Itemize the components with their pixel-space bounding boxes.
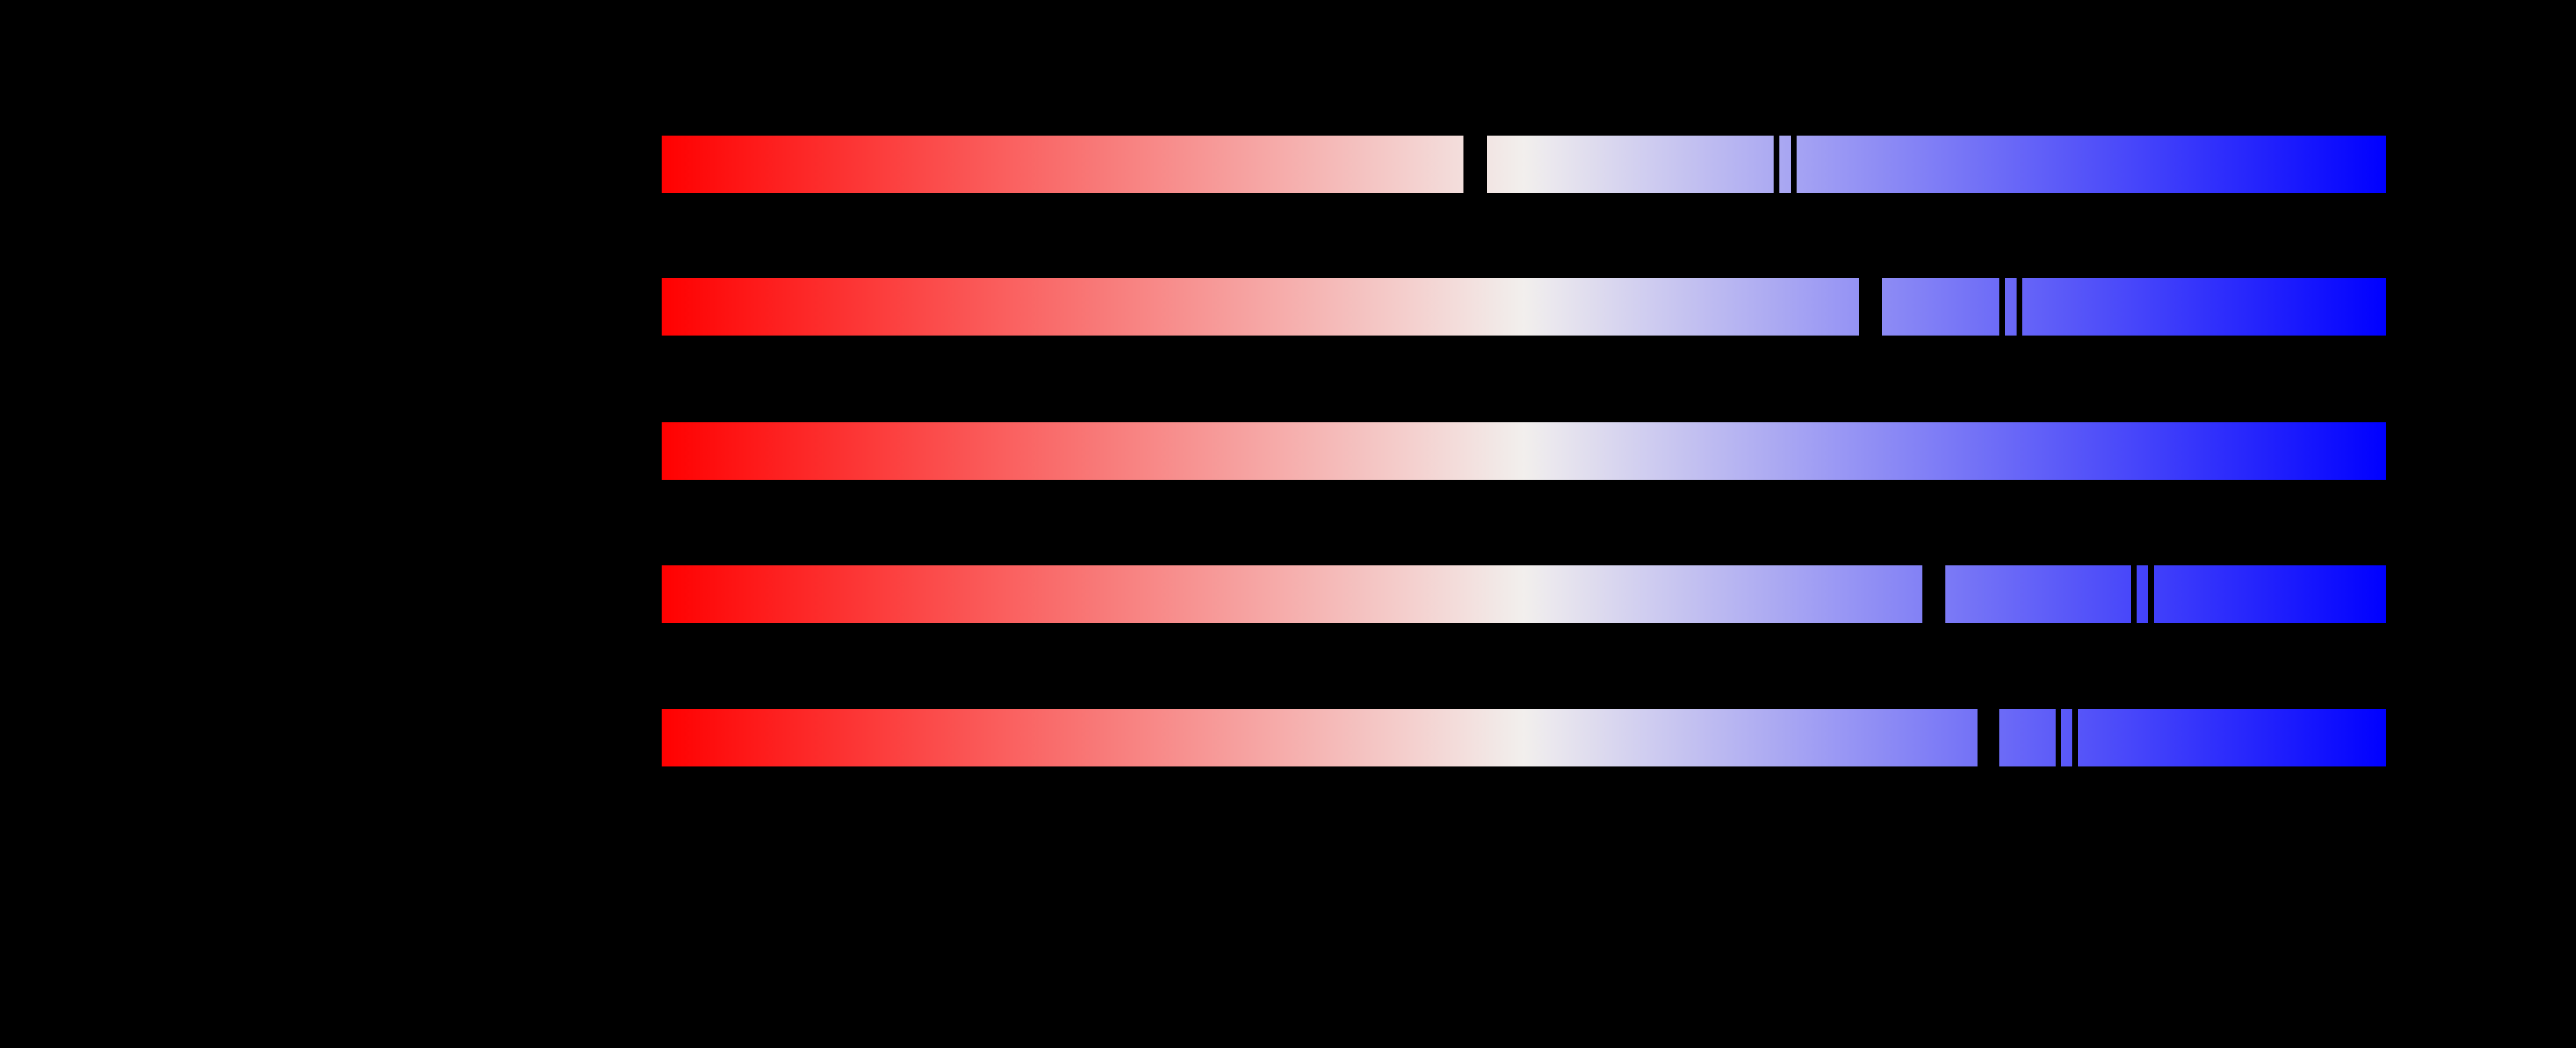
gradient-bar-row-5 bbox=[662, 708, 2386, 767]
marker-thin bbox=[2072, 708, 2078, 767]
marker-thin bbox=[1999, 278, 2005, 336]
marker-thin bbox=[2148, 565, 2154, 623]
marker-thin bbox=[1791, 135, 1797, 194]
marker-thin bbox=[2017, 278, 2022, 336]
gradient-bar-row-4 bbox=[662, 565, 2386, 623]
marker-thin bbox=[2056, 708, 2061, 767]
marker-wide bbox=[1463, 135, 1487, 194]
marker-wide bbox=[1859, 278, 1882, 336]
marker-thin bbox=[2131, 565, 2137, 623]
gradient-bar-row-3 bbox=[662, 422, 2386, 480]
marker-wide bbox=[1978, 708, 1999, 767]
gradient-bar-row-2 bbox=[662, 278, 2386, 336]
marker-wide bbox=[1922, 565, 1945, 623]
marker-thin bbox=[1774, 135, 1779, 194]
gradient-bar-row-1 bbox=[662, 135, 2386, 194]
